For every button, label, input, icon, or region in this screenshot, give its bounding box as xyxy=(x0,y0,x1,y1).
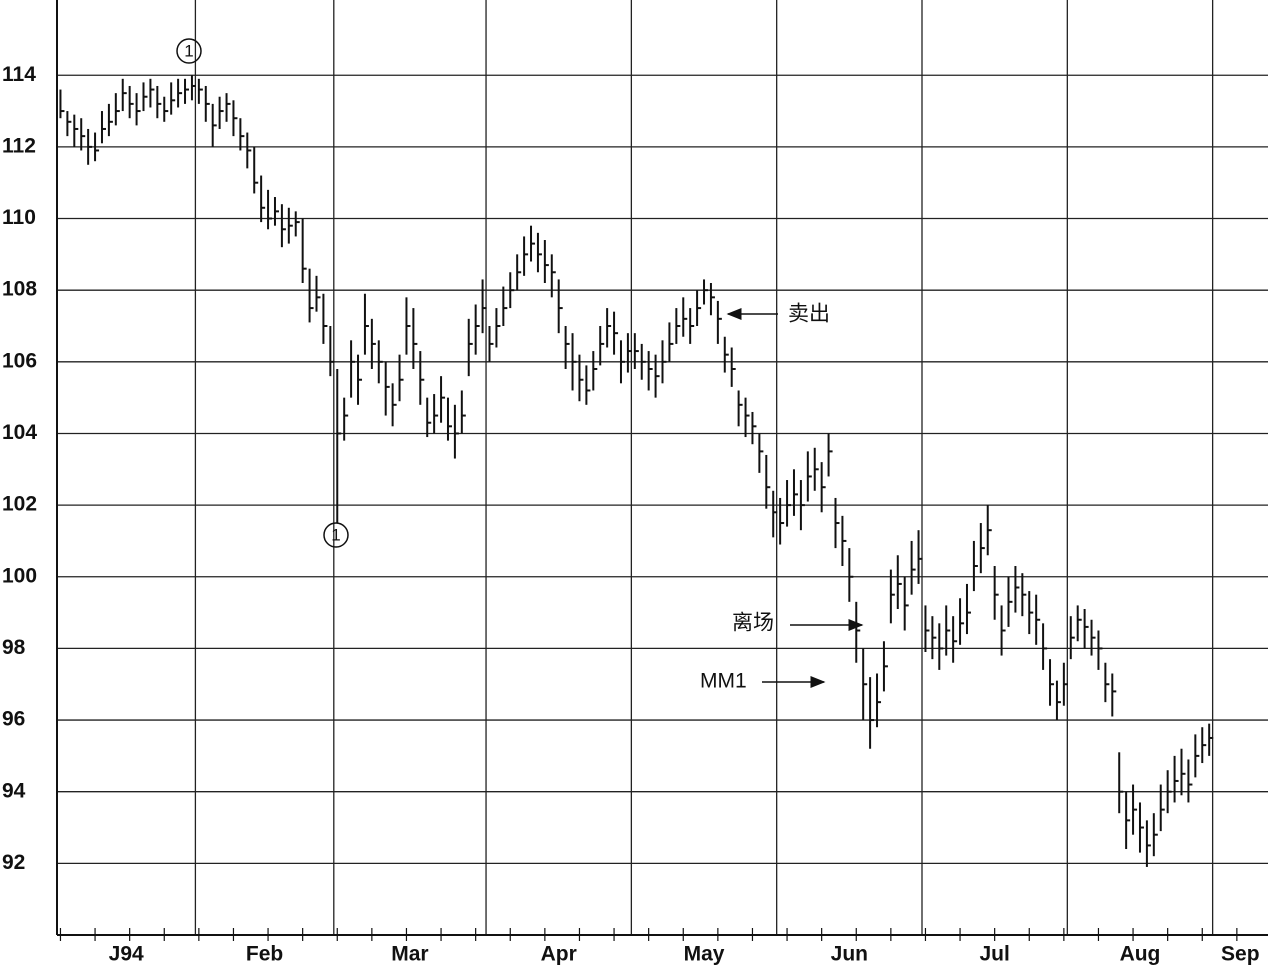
annotation: 1 xyxy=(331,525,340,544)
y-tick-label: 110 xyxy=(2,206,36,229)
annotation-circle xyxy=(176,38,202,64)
annotation-circle xyxy=(323,522,349,548)
y-tick-label: 106 xyxy=(2,349,37,372)
y-tick-label: 94 xyxy=(2,779,26,802)
y-tick-label: 92 xyxy=(2,851,25,874)
y-tick-label: 100 xyxy=(2,564,37,587)
annotation: 卖出 xyxy=(788,303,830,326)
y-tick-label: 96 xyxy=(2,708,25,731)
x-tick-label: Jul xyxy=(979,943,1009,966)
x-tick-label: Mar xyxy=(391,943,428,966)
y-tick-label: 98 xyxy=(2,636,26,659)
x-tick-label: Jun xyxy=(831,943,868,966)
annotation: 离场 xyxy=(732,612,774,635)
x-tick-label: Apr xyxy=(541,943,577,966)
y-tick-label: 112 xyxy=(2,134,36,157)
x-tick-label: May xyxy=(684,943,725,966)
annotation: MM1 xyxy=(700,670,747,693)
y-tick-label: 104 xyxy=(2,421,37,444)
x-tick-label: Aug xyxy=(1120,943,1161,966)
x-tick-label: J94 xyxy=(109,943,144,966)
y-tick-label: 102 xyxy=(2,493,37,516)
x-tick-label: Sep xyxy=(1221,943,1260,966)
annotation: 1 xyxy=(184,41,193,60)
grid xyxy=(57,0,1268,935)
x-tick-label: Feb xyxy=(246,943,283,966)
bars xyxy=(59,75,1214,867)
y-tick-label: 108 xyxy=(2,278,37,301)
y-tick-label: 114 xyxy=(2,63,36,86)
